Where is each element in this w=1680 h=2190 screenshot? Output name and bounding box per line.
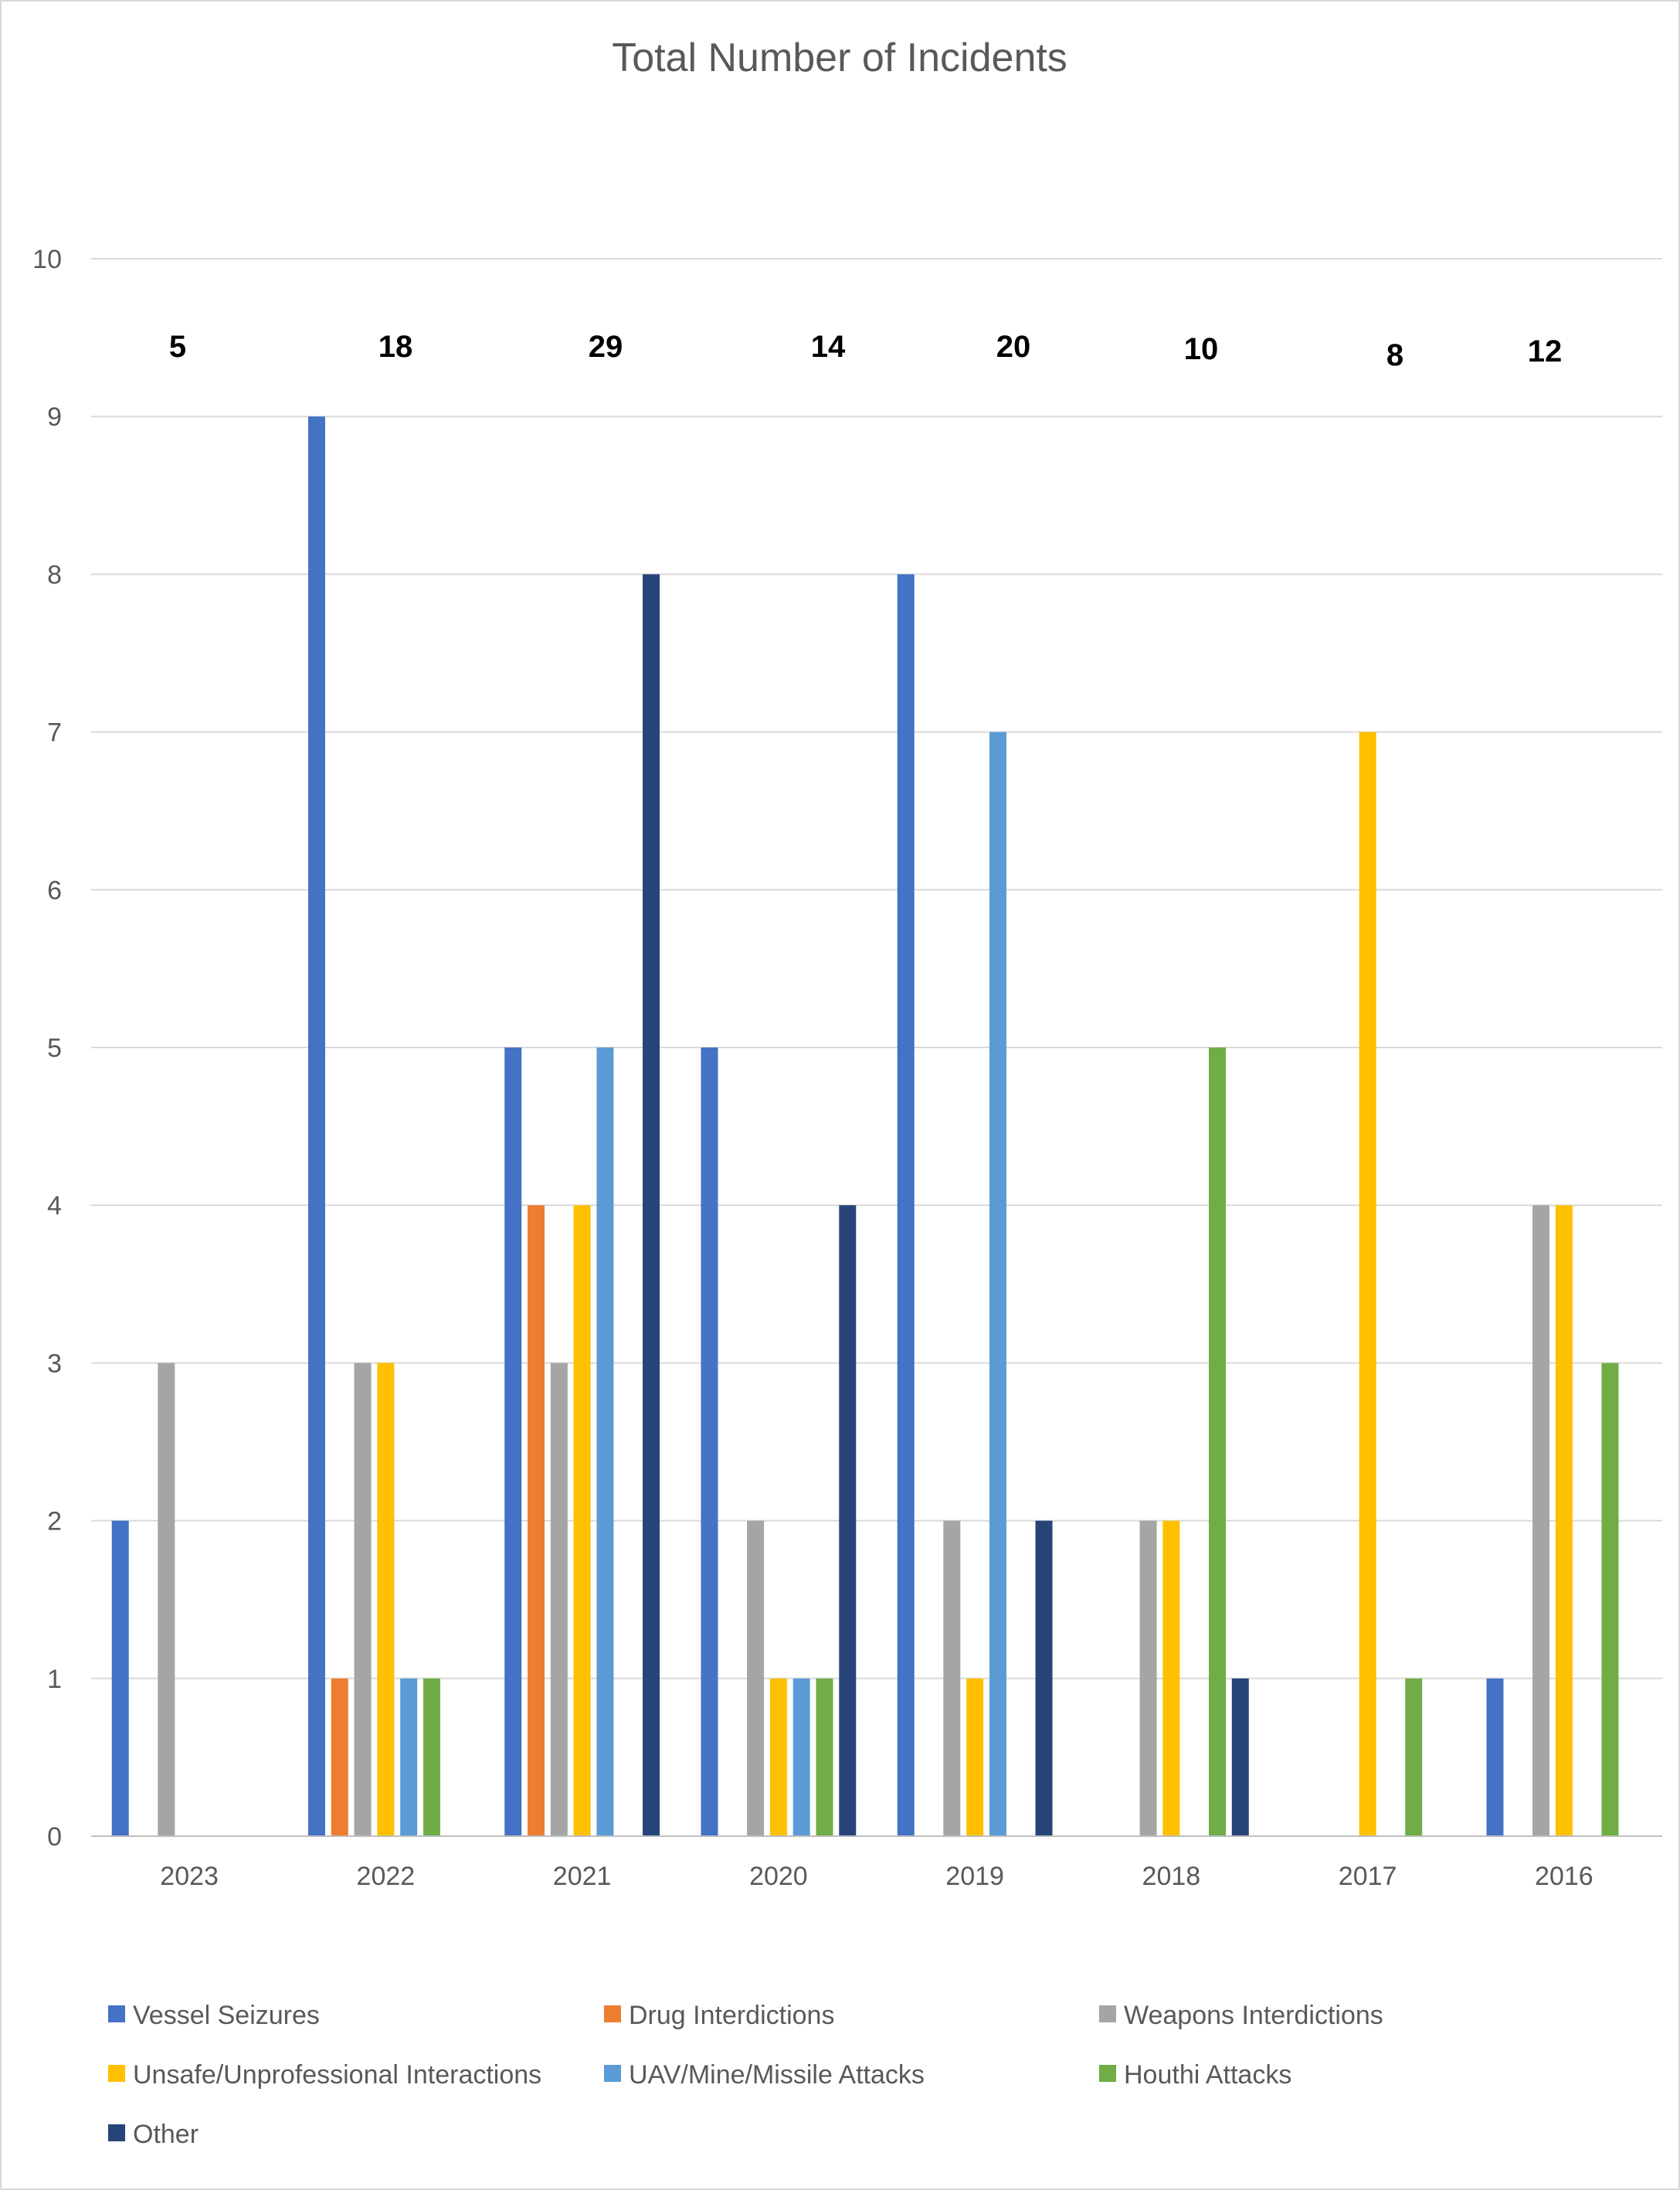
bar [989, 732, 1006, 1836]
total-label: 10 [1184, 332, 1219, 366]
bar [1162, 1520, 1180, 1836]
bar [1486, 1678, 1504, 1836]
legend-label: Weapons Interdictions [1124, 2001, 1383, 2030]
legend-label: Other [133, 2120, 199, 2149]
total-label: 29 [589, 330, 623, 364]
legend-label: Unsafe/Unprofessional Interactions [133, 2060, 541, 2090]
x-tick-label: 2019 [945, 1862, 1004, 1891]
total-label: 12 [1528, 334, 1563, 368]
y-tick-label: 4 [47, 1191, 62, 1221]
y-tick-label: 2 [47, 1507, 62, 1536]
legend-item: Vessel Seizures [108, 2001, 320, 2030]
total-label: 20 [996, 330, 1031, 364]
total-label: 8 [1386, 338, 1403, 372]
legend-label: Houthi Attacks [1124, 2060, 1291, 2090]
legend: Vessel Seizures Drug Interdictions Weapons… [108, 2001, 1383, 2149]
legend-item: Other [108, 2120, 199, 2149]
bar [504, 1047, 522, 1836]
total-label: 18 [378, 330, 413, 364]
legend-swatch [604, 2005, 621, 2022]
legend-swatch [108, 2124, 125, 2141]
legend-label: Vessel Seizures [133, 2001, 320, 2030]
y-tick-label: 10 [32, 245, 62, 274]
legend-item: Houthi Attacks [1099, 2060, 1291, 2090]
bar [792, 1678, 810, 1836]
y-tick-label: 9 [47, 402, 62, 432]
x-tick-label: 2022 [357, 1862, 416, 1891]
total-labels: 5 18 29 14 20 10 8 12 [169, 330, 1562, 372]
total-label: 5 [169, 330, 186, 364]
x-tick-label: 2023 [160, 1862, 219, 1891]
legend-item: UAV/Mine/Missile Attacks [604, 2060, 925, 2090]
bar [377, 1363, 395, 1836]
y-tick-label: 8 [47, 560, 62, 589]
legend-item: Unsafe/Unprofessional Interactions [108, 2060, 541, 2090]
bar [943, 1520, 961, 1836]
bar [816, 1678, 833, 1836]
bar [528, 1205, 545, 1836]
legend-label: Drug Interdictions [629, 2001, 834, 2030]
bar [1532, 1205, 1550, 1836]
bar [1035, 1520, 1053, 1836]
y-tick-label: 7 [47, 718, 62, 748]
bar [1405, 1678, 1423, 1836]
y-axis: 0 1 2 3 4 5 6 7 8 9 10 [32, 245, 62, 1852]
x-tick-label: 2021 [553, 1862, 612, 1891]
bar [701, 1047, 718, 1836]
bar [111, 1520, 129, 1836]
bar [1601, 1363, 1619, 1836]
bar [573, 1205, 591, 1836]
bar [307, 416, 325, 1837]
legend-swatch [1099, 2065, 1116, 2082]
bar [354, 1363, 372, 1836]
bar [1208, 1047, 1226, 1836]
x-tick-label: 2020 [749, 1862, 808, 1891]
legend-swatch [604, 2065, 621, 2082]
y-tick-label: 1 [47, 1665, 62, 1694]
bar [769, 1678, 787, 1836]
bar [596, 1047, 614, 1836]
bar [1359, 732, 1376, 1836]
y-tick-label: 5 [47, 1034, 62, 1063]
bar [839, 1205, 857, 1836]
bar [747, 1520, 765, 1836]
bar [966, 1678, 984, 1836]
legend-swatch [108, 2065, 125, 2082]
legend-swatch [108, 2005, 125, 2022]
x-tick-label: 2017 [1339, 1862, 1397, 1891]
bar [1231, 1678, 1249, 1836]
legend-label: UAV/Mine/Missile Attacks [629, 2060, 925, 2090]
gridlines [91, 258, 1662, 1837]
x-tick-label: 2016 [1535, 1862, 1593, 1891]
legend-item: Drug Interdictions [604, 2001, 834, 2030]
bar [423, 1678, 440, 1836]
bar [1555, 1205, 1573, 1836]
x-axis: 2023 2022 2021 2020 2019 2018 2017 2016 [91, 1835, 1662, 1891]
y-tick-label: 6 [47, 876, 62, 905]
bar [158, 1363, 175, 1836]
y-tick-label: 0 [47, 1822, 62, 1852]
x-tick-label: 2018 [1142, 1862, 1201, 1891]
legend-swatch [1099, 2005, 1116, 2022]
bar [400, 1678, 418, 1836]
bar [897, 574, 915, 1836]
chart-title: Total Number of Incidents [612, 36, 1067, 80]
y-tick-label: 3 [47, 1349, 62, 1378]
bars [111, 416, 1619, 1837]
bar [331, 1678, 348, 1836]
legend-item: Weapons Interdictions [1099, 2001, 1383, 2030]
bar [643, 574, 660, 1836]
total-label: 14 [811, 330, 846, 364]
bar [550, 1363, 568, 1836]
bar [1139, 1520, 1157, 1836]
